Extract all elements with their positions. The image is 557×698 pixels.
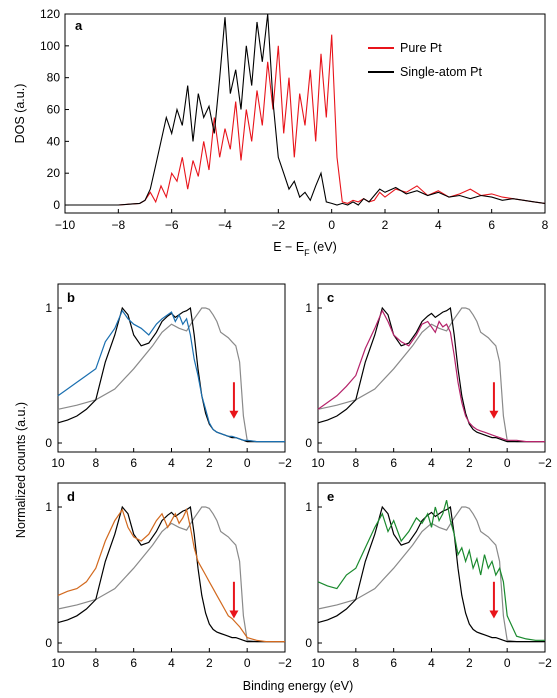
panel-b-x-tick-label: 0 xyxy=(244,456,251,470)
panel-a-y-tick-label: 120 xyxy=(40,7,60,21)
panel-a-series-single-atom-pt xyxy=(65,13,546,206)
panel-c-x-tick-label: 0 xyxy=(504,456,511,470)
panel-d-x-tick-label: −2 xyxy=(278,656,292,670)
panel-b-x-tick-label: 8 xyxy=(92,456,99,470)
panel-c-x-tick-label: 6 xyxy=(390,456,397,470)
panel-a-y-tick-label: 0 xyxy=(53,198,60,212)
panel-d-series-reference-grey xyxy=(57,506,285,643)
panel-e-y-tick-label: 1 xyxy=(305,500,312,514)
panel-c-y-tick-label: 1 xyxy=(305,301,312,315)
panel-b-frame xyxy=(57,283,286,453)
panel-a-y-tick-label: 80 xyxy=(47,71,61,85)
panel-b-y-tick-label: 0 xyxy=(45,436,52,450)
panel-b-y-tick-label: 1 xyxy=(45,301,52,315)
panel-d-x-tick-label: 2 xyxy=(206,656,213,670)
panel-d-frame xyxy=(57,482,286,653)
panel-e-arrow-head xyxy=(489,610,499,619)
panel-a-x-tick-label: 8 xyxy=(542,218,549,232)
panel-c: 10 8 6 4 2 0 −2 0 1 c xyxy=(305,283,552,470)
panel-e-series-sample xyxy=(317,500,545,641)
panel-b-label: b xyxy=(67,290,75,305)
panel-b-arrow-head xyxy=(229,410,239,419)
panel-b-series-reference-grey xyxy=(57,307,285,443)
panel-a-x-tick-label: −4 xyxy=(218,218,232,232)
panel-c-series-reference-black xyxy=(317,306,545,443)
panel-d-y-tick-label: 0 xyxy=(45,636,52,650)
panel-d-series-sample xyxy=(57,507,285,643)
panel-c-series-sample xyxy=(317,309,545,443)
panel-d-x-tick-label: 4 xyxy=(168,656,175,670)
panel-a-x-tick-label: 4 xyxy=(435,218,442,232)
panel-a-x-tick-label: −2 xyxy=(271,218,285,232)
legend-label-pure-pt: Pure Pt xyxy=(400,41,442,55)
panel-a-x-axis-label: E − EF (eV) xyxy=(273,240,337,258)
panel-e-x-tick-label: 0 xyxy=(504,656,511,670)
panel-e-x-tick-label: 4 xyxy=(428,656,435,670)
panel-b-series-reference-black xyxy=(57,306,285,443)
panel-a-y-tick-label: 100 xyxy=(40,39,60,53)
panel-c-x-tick-label: 8 xyxy=(352,456,359,470)
panel-e-series-reference-grey xyxy=(317,506,545,643)
panel-b: 10 8 6 4 2 0 −2 0 1 b xyxy=(45,283,292,470)
panel-e-x-tick-label: −2 xyxy=(538,656,552,670)
panel-d-series-reference-black xyxy=(57,505,285,643)
panel-a-x-tick-label: 0 xyxy=(328,218,335,232)
panel-d-x-tick-label: 6 xyxy=(130,656,137,670)
panel-d-y-tick-label: 1 xyxy=(45,500,52,514)
panel-c-arrow-head xyxy=(489,410,499,419)
panel-a-x-tick-label: 6 xyxy=(488,218,495,232)
panel-e-x-tick-label: 6 xyxy=(390,656,397,670)
panel-c-x-tick-label: 4 xyxy=(428,456,435,470)
panel-a-x-tick-label: 2 xyxy=(382,218,389,232)
panel-e-x-tick-label: 10 xyxy=(311,656,325,670)
panel-c-x-tick-label: 2 xyxy=(466,456,473,470)
panel-c-y-tick-label: 0 xyxy=(305,436,312,450)
panel-a-frame xyxy=(64,13,546,214)
panel-c-series-reference-grey xyxy=(317,307,545,443)
panel-e-x-tick-label: 8 xyxy=(352,656,359,670)
panel-a-y-tick-label: 60 xyxy=(47,103,61,117)
panel-b-x-tick-label: 6 xyxy=(130,456,137,470)
panel-d-x-tick-label: 0 xyxy=(244,656,251,670)
panel-d-x-tick-label: 10 xyxy=(51,656,65,670)
legend-label-single-atom-pt: Single-atom Pt xyxy=(400,65,483,79)
panel-a-x-tick-label: −6 xyxy=(165,218,179,232)
panel-b-x-tick-label: 2 xyxy=(206,456,213,470)
panel-e-label: e xyxy=(327,489,334,504)
panel-b-series-sample xyxy=(57,309,285,443)
panel-b-x-tick-label: 4 xyxy=(168,456,175,470)
panel-a-y-axis-label: DOS (a.u.) xyxy=(13,84,27,144)
panel-a-x-tick-label: −8 xyxy=(111,218,125,232)
panel-a-label: a xyxy=(75,18,83,33)
panel-c-x-tick-label: −2 xyxy=(538,456,552,470)
panel-c-label: c xyxy=(327,290,334,305)
panel-c-frame xyxy=(317,283,546,453)
panel-e: 10 8 6 4 2 0 −2 0 1 e xyxy=(305,482,552,670)
panel-d-label: d xyxy=(67,489,75,504)
panel-a-x-tick-label: −10 xyxy=(55,218,76,232)
panel-a-series-pure-pt xyxy=(65,34,546,206)
panel-b-x-tick-label: 10 xyxy=(51,456,65,470)
panel-b-x-tick-label: −2 xyxy=(278,456,292,470)
panel-d: 10 8 6 4 2 0 −2 0 1 d xyxy=(45,482,292,670)
shared-y-axis-label: Normalized counts (a.u.) xyxy=(14,402,28,538)
panel-a-y-tick-label: 20 xyxy=(47,166,61,180)
panel-c-x-tick-label: 10 xyxy=(311,456,325,470)
panel-d-x-tick-label: 8 xyxy=(92,656,99,670)
panel-e-x-tick-label: 2 xyxy=(466,656,473,670)
panel-e-frame xyxy=(317,482,546,653)
shared-x-axis-label: Binding energy (eV) xyxy=(243,679,353,693)
panel-a-y-tick-label: 40 xyxy=(47,134,61,148)
panel-d-arrow-head xyxy=(229,610,239,619)
panel-e-y-tick-label: 0 xyxy=(305,636,312,650)
